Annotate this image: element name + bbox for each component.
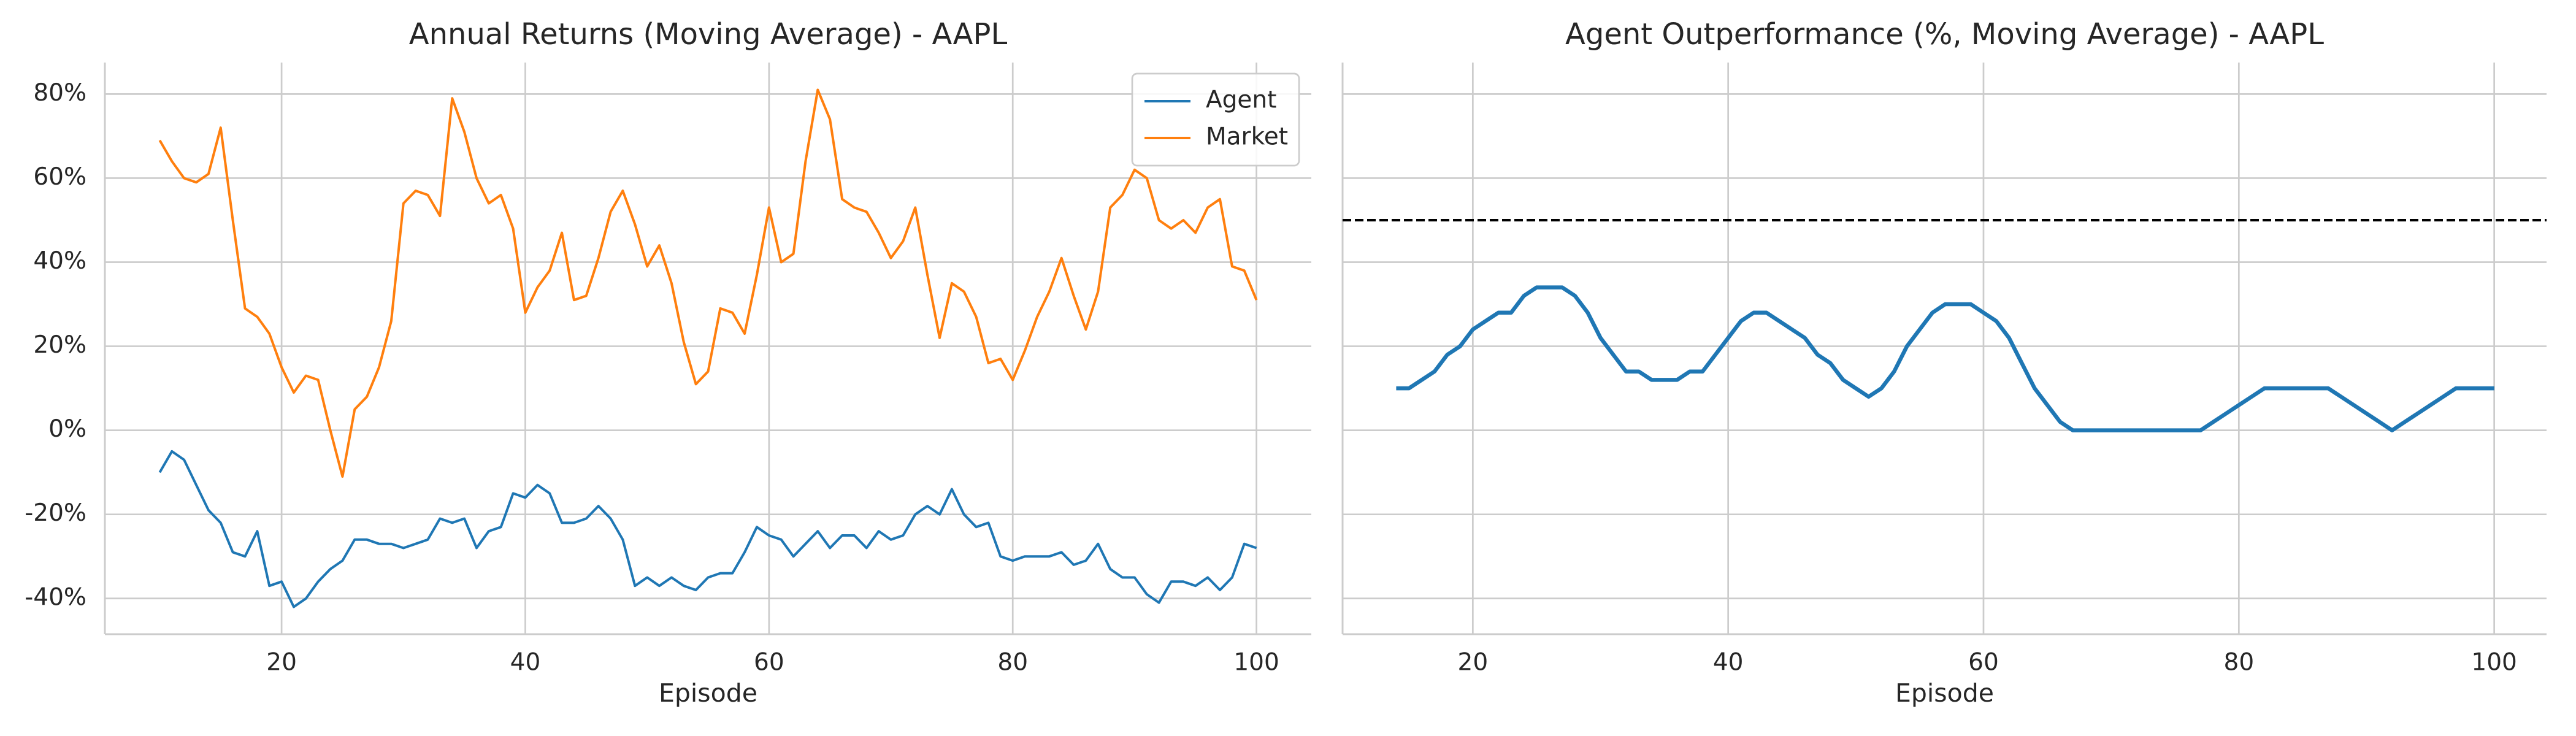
x-tick-label: 60 — [1968, 649, 1999, 677]
data-line — [1396, 285, 2494, 432]
x-tick-label: 100 — [2471, 649, 2517, 677]
data-line — [158, 88, 1258, 478]
x-tick-label: 60 — [754, 649, 784, 677]
y-tick-label: 0% — [48, 415, 86, 443]
x-tick-label: 40 — [510, 649, 541, 677]
x-tick-label: 80 — [997, 649, 1028, 677]
y-tick-label: 80% — [33, 79, 86, 107]
x-tick-label: 40 — [1713, 649, 1744, 677]
x-tick-label: 100 — [1233, 649, 1279, 677]
y-tick-label: -40% — [25, 583, 86, 611]
x-tick-label: 20 — [1458, 649, 1489, 677]
chart-title: Annual Returns (Moving Average) - AAPL — [409, 17, 1008, 52]
x-tick-label: 20 — [266, 649, 297, 677]
x-tick-label: 80 — [2224, 649, 2255, 677]
chart-title: Agent Outperformance (%, Moving Average)… — [1565, 17, 2324, 52]
legend-label: Agent — [1206, 86, 1276, 114]
y-tick-label: -20% — [25, 499, 86, 527]
x-axis-label: Episode — [659, 678, 757, 708]
legend: Agent Market — [1131, 72, 1300, 167]
y-tick-label: 20% — [33, 331, 86, 359]
legend-box — [1131, 72, 1300, 167]
legend-label: Market — [1206, 123, 1288, 151]
data-line — [158, 450, 1257, 608]
x-axis-label: Episode — [1895, 678, 1994, 708]
y-tick-label: 40% — [33, 247, 86, 275]
y-tick-label: 60% — [33, 163, 86, 191]
